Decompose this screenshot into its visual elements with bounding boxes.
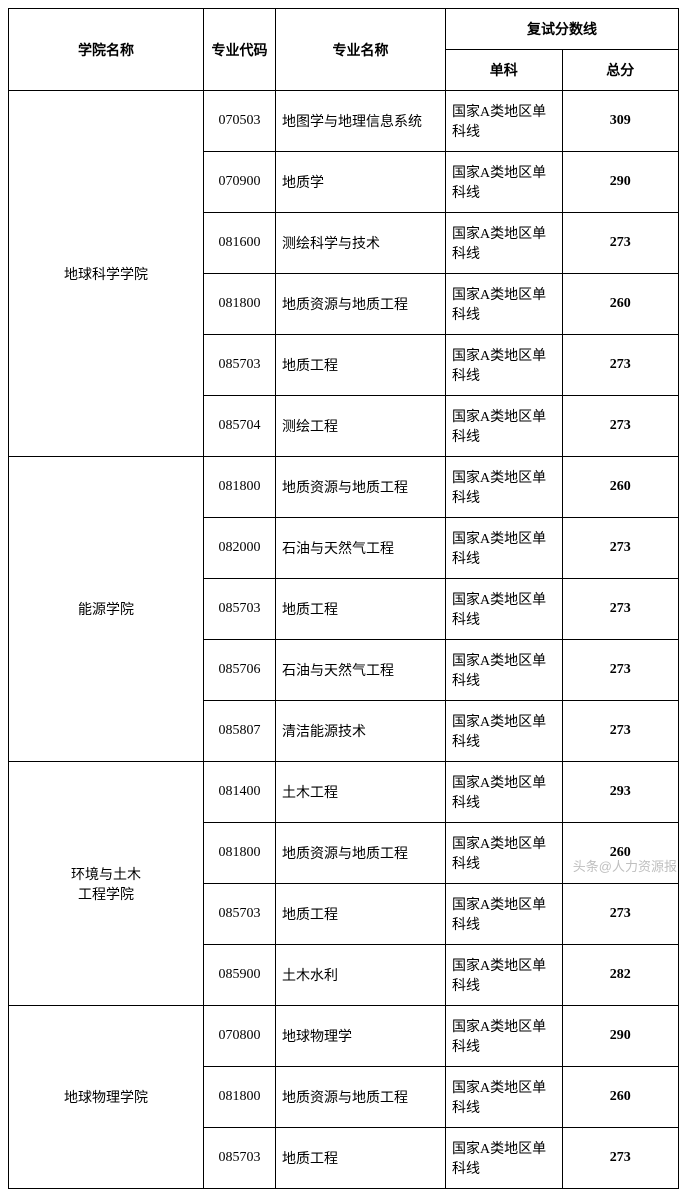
table-body: 地球科学学院070503地图学与地理信息系统国家A类地区单科线309070900… <box>9 91 679 1189</box>
subject-cell: 国家A类地区单科线 <box>446 701 563 762</box>
code-cell: 085703 <box>204 1128 276 1189</box>
major-cell: 石油与天然气工程 <box>276 518 446 579</box>
code-cell: 081800 <box>204 274 276 335</box>
major-cell: 地质工程 <box>276 579 446 640</box>
subject-cell: 国家A类地区单科线 <box>446 91 563 152</box>
code-cell: 070800 <box>204 1006 276 1067</box>
total-cell: 260 <box>562 457 679 518</box>
subject-cell: 国家A类地区单科线 <box>446 274 563 335</box>
subject-cell: 国家A类地区单科线 <box>446 762 563 823</box>
subject-cell: 国家A类地区单科线 <box>446 335 563 396</box>
code-cell: 070900 <box>204 152 276 213</box>
major-cell: 地质资源与地质工程 <box>276 457 446 518</box>
subject-cell: 国家A类地区单科线 <box>446 640 563 701</box>
header-score-group: 复试分数线 <box>446 9 679 50</box>
code-cell: 085704 <box>204 396 276 457</box>
code-cell: 085900 <box>204 945 276 1006</box>
total-cell: 273 <box>562 701 679 762</box>
table-header: 学院名称 专业代码 专业名称 复试分数线 单科 总分 <box>9 9 679 91</box>
major-cell: 地球物理学 <box>276 1006 446 1067</box>
table-row: 地球物理学院070800地球物理学国家A类地区单科线290 <box>9 1006 679 1067</box>
code-cell: 081800 <box>204 457 276 518</box>
code-cell: 085807 <box>204 701 276 762</box>
header-total: 总分 <box>562 50 679 91</box>
header-subject: 单科 <box>446 50 563 91</box>
total-cell: 293 <box>562 762 679 823</box>
subject-cell: 国家A类地区单科线 <box>446 213 563 274</box>
major-cell: 地质工程 <box>276 884 446 945</box>
subject-cell: 国家A类地区单科线 <box>446 1006 563 1067</box>
table-row: 能源学院081800地质资源与地质工程国家A类地区单科线260 <box>9 457 679 518</box>
major-cell: 地质工程 <box>276 1128 446 1189</box>
code-cell: 081800 <box>204 823 276 884</box>
header-college: 学院名称 <box>9 9 204 91</box>
major-cell: 清洁能源技术 <box>276 701 446 762</box>
code-cell: 085703 <box>204 335 276 396</box>
table-row: 环境与土木 工程学院081400土木工程国家A类地区单科线293 <box>9 762 679 823</box>
college-cell: 能源学院 <box>9 457 204 762</box>
subject-cell: 国家A类地区单科线 <box>446 579 563 640</box>
total-cell: 273 <box>562 640 679 701</box>
code-cell: 085703 <box>204 884 276 945</box>
major-cell: 地图学与地理信息系统 <box>276 91 446 152</box>
header-major: 专业名称 <box>276 9 446 91</box>
subject-cell: 国家A类地区单科线 <box>446 1128 563 1189</box>
header-code: 专业代码 <box>204 9 276 91</box>
major-cell: 地质资源与地质工程 <box>276 274 446 335</box>
subject-cell: 国家A类地区单科线 <box>446 1067 563 1128</box>
major-cell: 石油与天然气工程 <box>276 640 446 701</box>
major-cell: 地质资源与地质工程 <box>276 823 446 884</box>
college-cell: 地球科学学院 <box>9 91 204 457</box>
code-cell: 082000 <box>204 518 276 579</box>
subject-cell: 国家A类地区单科线 <box>446 396 563 457</box>
total-cell: 309 <box>562 91 679 152</box>
subject-cell: 国家A类地区单科线 <box>446 823 563 884</box>
total-cell: 273 <box>562 884 679 945</box>
subject-cell: 国家A类地区单科线 <box>446 884 563 945</box>
code-cell: 081600 <box>204 213 276 274</box>
total-cell: 273 <box>562 213 679 274</box>
college-cell: 地球物理学院 <box>9 1006 204 1189</box>
major-cell: 地质资源与地质工程 <box>276 1067 446 1128</box>
total-cell: 290 <box>562 152 679 213</box>
total-cell: 273 <box>562 1128 679 1189</box>
total-cell: 273 <box>562 335 679 396</box>
score-table: 学院名称 专业代码 专业名称 复试分数线 单科 总分 地球科学学院070503地… <box>8 8 679 1189</box>
major-cell: 测绘工程 <box>276 396 446 457</box>
code-cell: 085706 <box>204 640 276 701</box>
subject-cell: 国家A类地区单科线 <box>446 518 563 579</box>
major-cell: 地质学 <box>276 152 446 213</box>
total-cell: 260 <box>562 823 679 884</box>
total-cell: 290 <box>562 1006 679 1067</box>
total-cell: 273 <box>562 396 679 457</box>
major-cell: 土木水利 <box>276 945 446 1006</box>
total-cell: 260 <box>562 274 679 335</box>
subject-cell: 国家A类地区单科线 <box>446 457 563 518</box>
major-cell: 测绘科学与技术 <box>276 213 446 274</box>
code-cell: 081800 <box>204 1067 276 1128</box>
code-cell: 085703 <box>204 579 276 640</box>
college-cell: 环境与土木 工程学院 <box>9 762 204 1006</box>
total-cell: 282 <box>562 945 679 1006</box>
total-cell: 273 <box>562 518 679 579</box>
table-row: 地球科学学院070503地图学与地理信息系统国家A类地区单科线309 <box>9 91 679 152</box>
total-cell: 273 <box>562 579 679 640</box>
total-cell: 260 <box>562 1067 679 1128</box>
subject-cell: 国家A类地区单科线 <box>446 945 563 1006</box>
major-cell: 土木工程 <box>276 762 446 823</box>
subject-cell: 国家A类地区单科线 <box>446 152 563 213</box>
code-cell: 081400 <box>204 762 276 823</box>
major-cell: 地质工程 <box>276 335 446 396</box>
code-cell: 070503 <box>204 91 276 152</box>
